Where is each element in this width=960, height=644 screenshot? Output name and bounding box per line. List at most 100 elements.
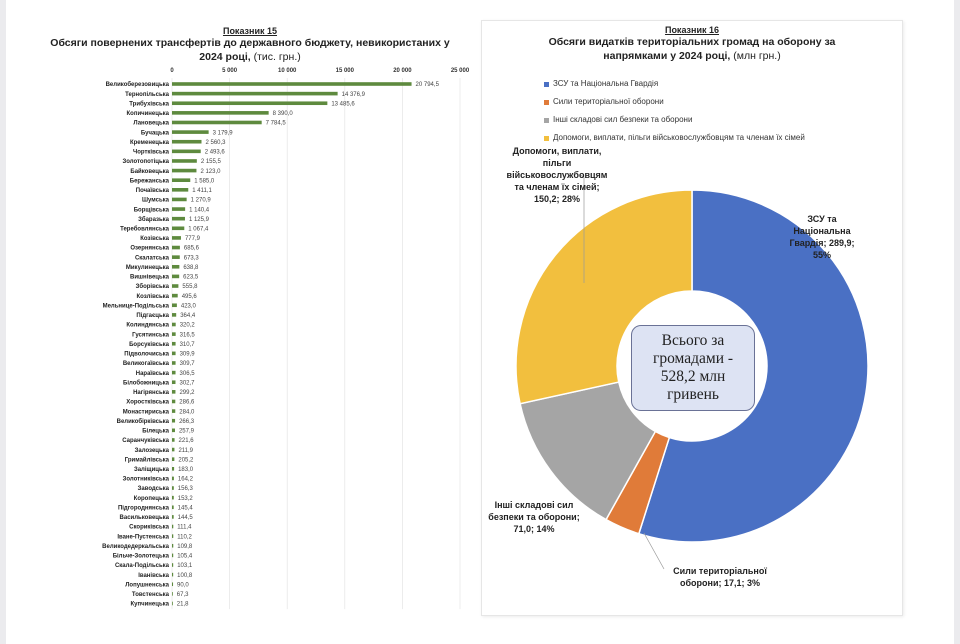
value-label: 21,8: [177, 602, 189, 608]
value-label: 14 376,9: [342, 92, 366, 98]
bar: [172, 332, 176, 336]
category-label: Борсуківська: [129, 342, 170, 348]
category-label: Іванівська: [138, 573, 169, 579]
bar: [172, 120, 262, 125]
legend-swatch-other: [544, 117, 549, 123]
category-label: Вишнівецька: [130, 275, 170, 281]
category-label: Гусятинська: [132, 332, 169, 338]
category-label: Борщівська: [134, 207, 170, 213]
category-label: Трибухівська: [129, 100, 169, 107]
page-edge-right: [954, 0, 960, 644]
bar: [172, 399, 176, 404]
value-label: 284,0: [179, 409, 195, 415]
value-label: 111,4: [177, 525, 192, 531]
leader-line-tro: [643, 532, 665, 570]
category-label: Микулинецька: [126, 265, 170, 271]
value-label: 109,8: [177, 544, 193, 550]
donut-label-tro: Сили територіальної оборони; 17,1; 3%: [673, 566, 767, 588]
bar: [172, 188, 189, 192]
category-label: Козлівська: [136, 294, 169, 300]
value-label: 555,8: [182, 284, 198, 290]
bar: [172, 428, 175, 433]
leader-line-benefits: [579, 174, 585, 283]
bar: [172, 447, 175, 452]
donut-slice-zsu: [637, 189, 869, 543]
category-label: Теребовлянська: [120, 226, 170, 233]
value-label: 266,3: [179, 419, 195, 425]
value-label: 364,4: [180, 313, 196, 319]
value-label: 153,2: [178, 496, 194, 502]
bar: [172, 601, 173, 606]
value-label: 1 140,4: [189, 207, 210, 213]
bar: [172, 178, 191, 182]
bar: [172, 495, 174, 500]
value-label: 1 125,9: [189, 217, 210, 223]
legend-item-benefits: Допомоги, виплати, пільги військовослужб…: [544, 129, 805, 147]
donut-label-zsu: ЗСУ та Національна Гвардія; 289,9; 55%: [789, 214, 855, 260]
category-label: Збаразька: [138, 216, 170, 223]
value-label: 221,6: [179, 438, 195, 444]
donut-chart-title-block: Показник 16 Обсяги видатків територіальн…: [482, 25, 902, 63]
value-label: 110,2: [177, 534, 192, 540]
bar: [172, 370, 176, 375]
category-label: Заводська: [138, 486, 170, 492]
bar: [172, 505, 174, 510]
value-label: 309,7: [180, 361, 196, 367]
bar: [172, 572, 174, 577]
value-label: 495,6: [182, 294, 198, 300]
bar-chart-svg: 0 5 000 10 000 15 000 20 000 25 000 Великобере…: [102, 68, 470, 610]
page-edge-left: [0, 0, 6, 644]
legend-label-benefits: Допомоги, виплати, пільги військовослужб…: [553, 133, 805, 142]
legend-item-other: Інші складові сил безпеки та оборони: [544, 111, 805, 129]
category-label: Білецька: [142, 429, 169, 435]
bar: [172, 553, 174, 558]
legend-swatch-benefits: [544, 135, 549, 141]
category-label: Гримайлівська: [125, 456, 170, 463]
bar: [172, 563, 174, 567]
bar: [172, 130, 209, 134]
category-label: Золотниківська: [123, 477, 170, 483]
donut-center-total: Всього за громадами - 528,2 млн гривень: [631, 325, 755, 411]
x-tick-label: 25 000: [451, 68, 470, 74]
category-label: Білобожницька: [123, 379, 170, 386]
value-label: 3 179,9: [213, 130, 234, 136]
legend-swatch-zsu: [544, 81, 549, 87]
legend-item-tro: Сили територіальної оборони: [544, 93, 805, 111]
x-tick-label: 20 000: [393, 68, 412, 74]
bar: [172, 592, 173, 596]
bar: [172, 168, 197, 173]
value-label: 623,5: [183, 275, 199, 281]
donut-chart-title-unit: (млн грн.): [733, 50, 781, 62]
value-label: 156,3: [178, 486, 194, 492]
value-label: 144,5: [178, 515, 194, 521]
category-label: Нараївська: [136, 371, 170, 377]
bar: [172, 515, 174, 519]
category-label: Іване-Пустенська: [117, 534, 169, 540]
bar: [172, 149, 201, 154]
bar: [172, 390, 176, 394]
value-label: 103,1: [177, 563, 193, 569]
legend-label-tro: Сили територіальної оборони: [553, 97, 664, 106]
category-label: Нагірянська: [133, 390, 170, 396]
value-label: 2 155,5: [201, 159, 222, 165]
bar: [172, 91, 338, 96]
donut-label-benefits: Допомоги, виплати, пільги військовослужб…: [506, 146, 608, 204]
category-label: Зборівська: [136, 283, 170, 290]
category-label: Великоберезовицька: [106, 81, 170, 88]
bar: [172, 303, 177, 308]
value-label: 299,2: [179, 390, 195, 396]
bar: [172, 486, 174, 490]
category-label: Скала-Подільська: [115, 563, 170, 569]
bar: [172, 255, 180, 259]
bar-chart-title-text: Обсяги повернених трансфертів до державн…: [50, 37, 450, 63]
value-label: 306,5: [180, 371, 196, 377]
value-label: 302,7: [179, 380, 195, 386]
donut-slice-benefits: [515, 189, 693, 405]
donut-chart-title-text: Обсяги видатків територіальних громад на…: [548, 36, 836, 62]
category-label: Саранчуківська: [122, 438, 169, 444]
category-label: Лопушненська: [125, 582, 169, 588]
value-label: 257,9: [179, 429, 195, 435]
donut-center-text: Всього за громадами - 528,2 млн гривень: [652, 332, 734, 403]
value-label: 316,5: [180, 332, 196, 338]
category-label: Озернянська: [130, 246, 169, 252]
